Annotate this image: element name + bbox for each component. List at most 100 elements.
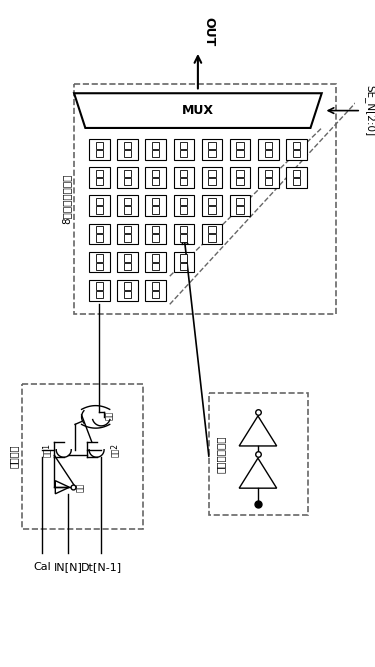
Bar [209,198,216,205]
Bar [124,254,131,261]
Bar [265,150,272,157]
Bar [230,139,251,160]
Bar [96,170,103,177]
Bar [117,195,138,216]
Bar [152,142,159,149]
Bar [124,142,131,149]
Bar [146,139,166,160]
Bar [96,198,103,205]
Bar [202,195,222,216]
Bar [124,206,131,213]
Bar [202,223,222,244]
Bar [124,235,131,241]
Bar [89,251,110,272]
Bar [202,167,222,188]
Bar [209,206,216,213]
Bar [174,167,194,188]
Bar [209,170,216,177]
Bar [237,206,244,213]
Bar [117,280,138,301]
Text: 或门: 或门 [105,410,114,420]
Bar [152,226,159,233]
Bar [265,170,272,177]
Bar [174,139,194,160]
Bar [209,226,216,233]
Bar [146,280,166,301]
Bar [152,198,159,205]
Bar [152,178,159,185]
Bar [146,251,166,272]
Bar [96,291,103,298]
Bar [258,139,279,160]
Bar [209,142,216,149]
Bar [265,142,272,149]
Bar [96,235,103,241]
Bar [89,195,110,216]
Bar [258,167,279,188]
Bar [286,139,307,160]
Bar [180,142,188,149]
Bar [230,195,251,216]
Bar [265,178,272,185]
Bar [96,150,103,157]
Bar [124,263,131,270]
Bar [152,235,159,241]
Bar [152,170,159,177]
Text: 8路数控延迟阵列: 8路数控延迟阵列 [62,173,72,224]
Bar [180,206,188,213]
Text: 非门: 非门 [76,483,85,492]
Bar [180,150,188,157]
Bar [124,226,131,233]
Bar [21,384,144,530]
Bar [230,167,251,188]
Text: SE_N[2:0]: SE_N[2:0] [364,85,375,136]
Bar [152,254,159,261]
Bar [89,280,110,301]
Bar [209,235,216,241]
Bar [174,195,194,216]
Text: 输入选择: 输入选择 [9,445,19,468]
Polygon shape [74,93,322,128]
Bar [293,178,300,185]
Bar [124,150,131,157]
Bar [286,167,307,188]
Bar [293,170,300,177]
Bar [96,254,103,261]
Bar [209,394,308,516]
Bar [209,178,216,185]
Bar [237,142,244,149]
Bar [152,283,159,289]
Text: Dt[N-1]: Dt[N-1] [81,562,122,572]
Bar [152,291,159,298]
Bar [180,254,188,261]
Bar [89,139,110,160]
Bar [96,263,103,270]
Bar [124,198,131,205]
Bar [96,142,103,149]
Bar [202,139,222,160]
Text: IN[N]: IN[N] [54,562,83,572]
Text: 单个延迟单元: 单个延迟单元 [215,436,225,473]
Bar [74,84,336,313]
Bar [209,150,216,157]
Bar [124,178,131,185]
Bar [152,206,159,213]
Bar [180,170,188,177]
Bar [180,178,188,185]
Bar [96,206,103,213]
Bar [117,251,138,272]
Bar [146,167,166,188]
Bar [293,142,300,149]
Bar [237,170,244,177]
Text: MUX: MUX [182,104,214,117]
Text: 与门1: 与门1 [42,443,51,457]
Bar [117,139,138,160]
Bar [89,223,110,244]
Bar [237,178,244,185]
Bar [293,150,300,157]
Bar [96,178,103,185]
Bar [96,226,103,233]
Bar [152,263,159,270]
Bar [124,170,131,177]
Text: 与门2: 与门2 [110,443,119,457]
